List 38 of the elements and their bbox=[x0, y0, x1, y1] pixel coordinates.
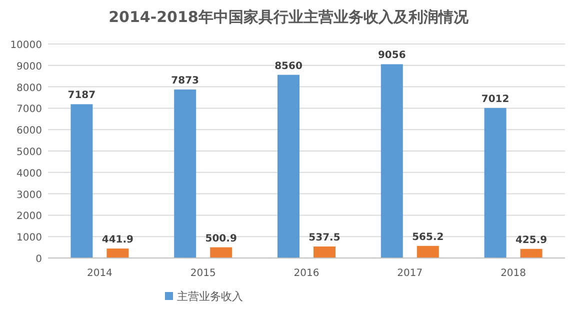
bar bbox=[484, 108, 506, 258]
y-tick-label: 2000 bbox=[16, 211, 42, 222]
x-tick-label: 2016 bbox=[294, 268, 320, 279]
x-tick-label: 2014 bbox=[86, 268, 112, 279]
y-tick-label: 8000 bbox=[16, 82, 42, 94]
y-tick-label: 9000 bbox=[16, 61, 42, 72]
bar bbox=[314, 246, 336, 258]
y-tick-label: 5000 bbox=[16, 147, 42, 158]
data-label: 7873 bbox=[171, 76, 200, 87]
bar bbox=[210, 247, 232, 258]
data-label: 500.9 bbox=[205, 233, 237, 244]
data-label: 8560 bbox=[274, 60, 302, 72]
legend-label: 主营业务收入 bbox=[177, 290, 243, 303]
bar bbox=[70, 104, 93, 258]
y-tick-label: 3000 bbox=[16, 190, 42, 201]
data-label: 7012 bbox=[481, 94, 510, 105]
bar bbox=[174, 90, 196, 258]
y-tick-label: 0 bbox=[36, 254, 42, 265]
x-tick-label: 2015 bbox=[190, 268, 216, 279]
data-label: 441.9 bbox=[102, 234, 134, 246]
y-tick-label: 6000 bbox=[16, 126, 42, 137]
data-label: 565.2 bbox=[412, 232, 444, 243]
x-tick-label: 2017 bbox=[397, 268, 423, 279]
data-label: 7187 bbox=[68, 90, 96, 102]
bar bbox=[278, 74, 300, 258]
data-label: 425.9 bbox=[515, 234, 548, 246]
y-tick-label: 1000 bbox=[16, 232, 42, 244]
y-tick-label: 10000 bbox=[10, 40, 42, 51]
bar bbox=[380, 64, 403, 258]
bar bbox=[416, 246, 439, 258]
bar bbox=[520, 248, 542, 258]
y-tick-label: 7000 bbox=[16, 104, 42, 116]
chart-title: 2014-2018年中国家具行业主营业务收入及利润情况 bbox=[108, 8, 470, 26]
bar bbox=[106, 248, 129, 258]
data-label: 9056 bbox=[378, 50, 406, 62]
data-label: 537.5 bbox=[308, 232, 340, 244]
y-tick-label: 4000 bbox=[16, 168, 42, 180]
x-tick-label: 2018 bbox=[500, 268, 526, 279]
